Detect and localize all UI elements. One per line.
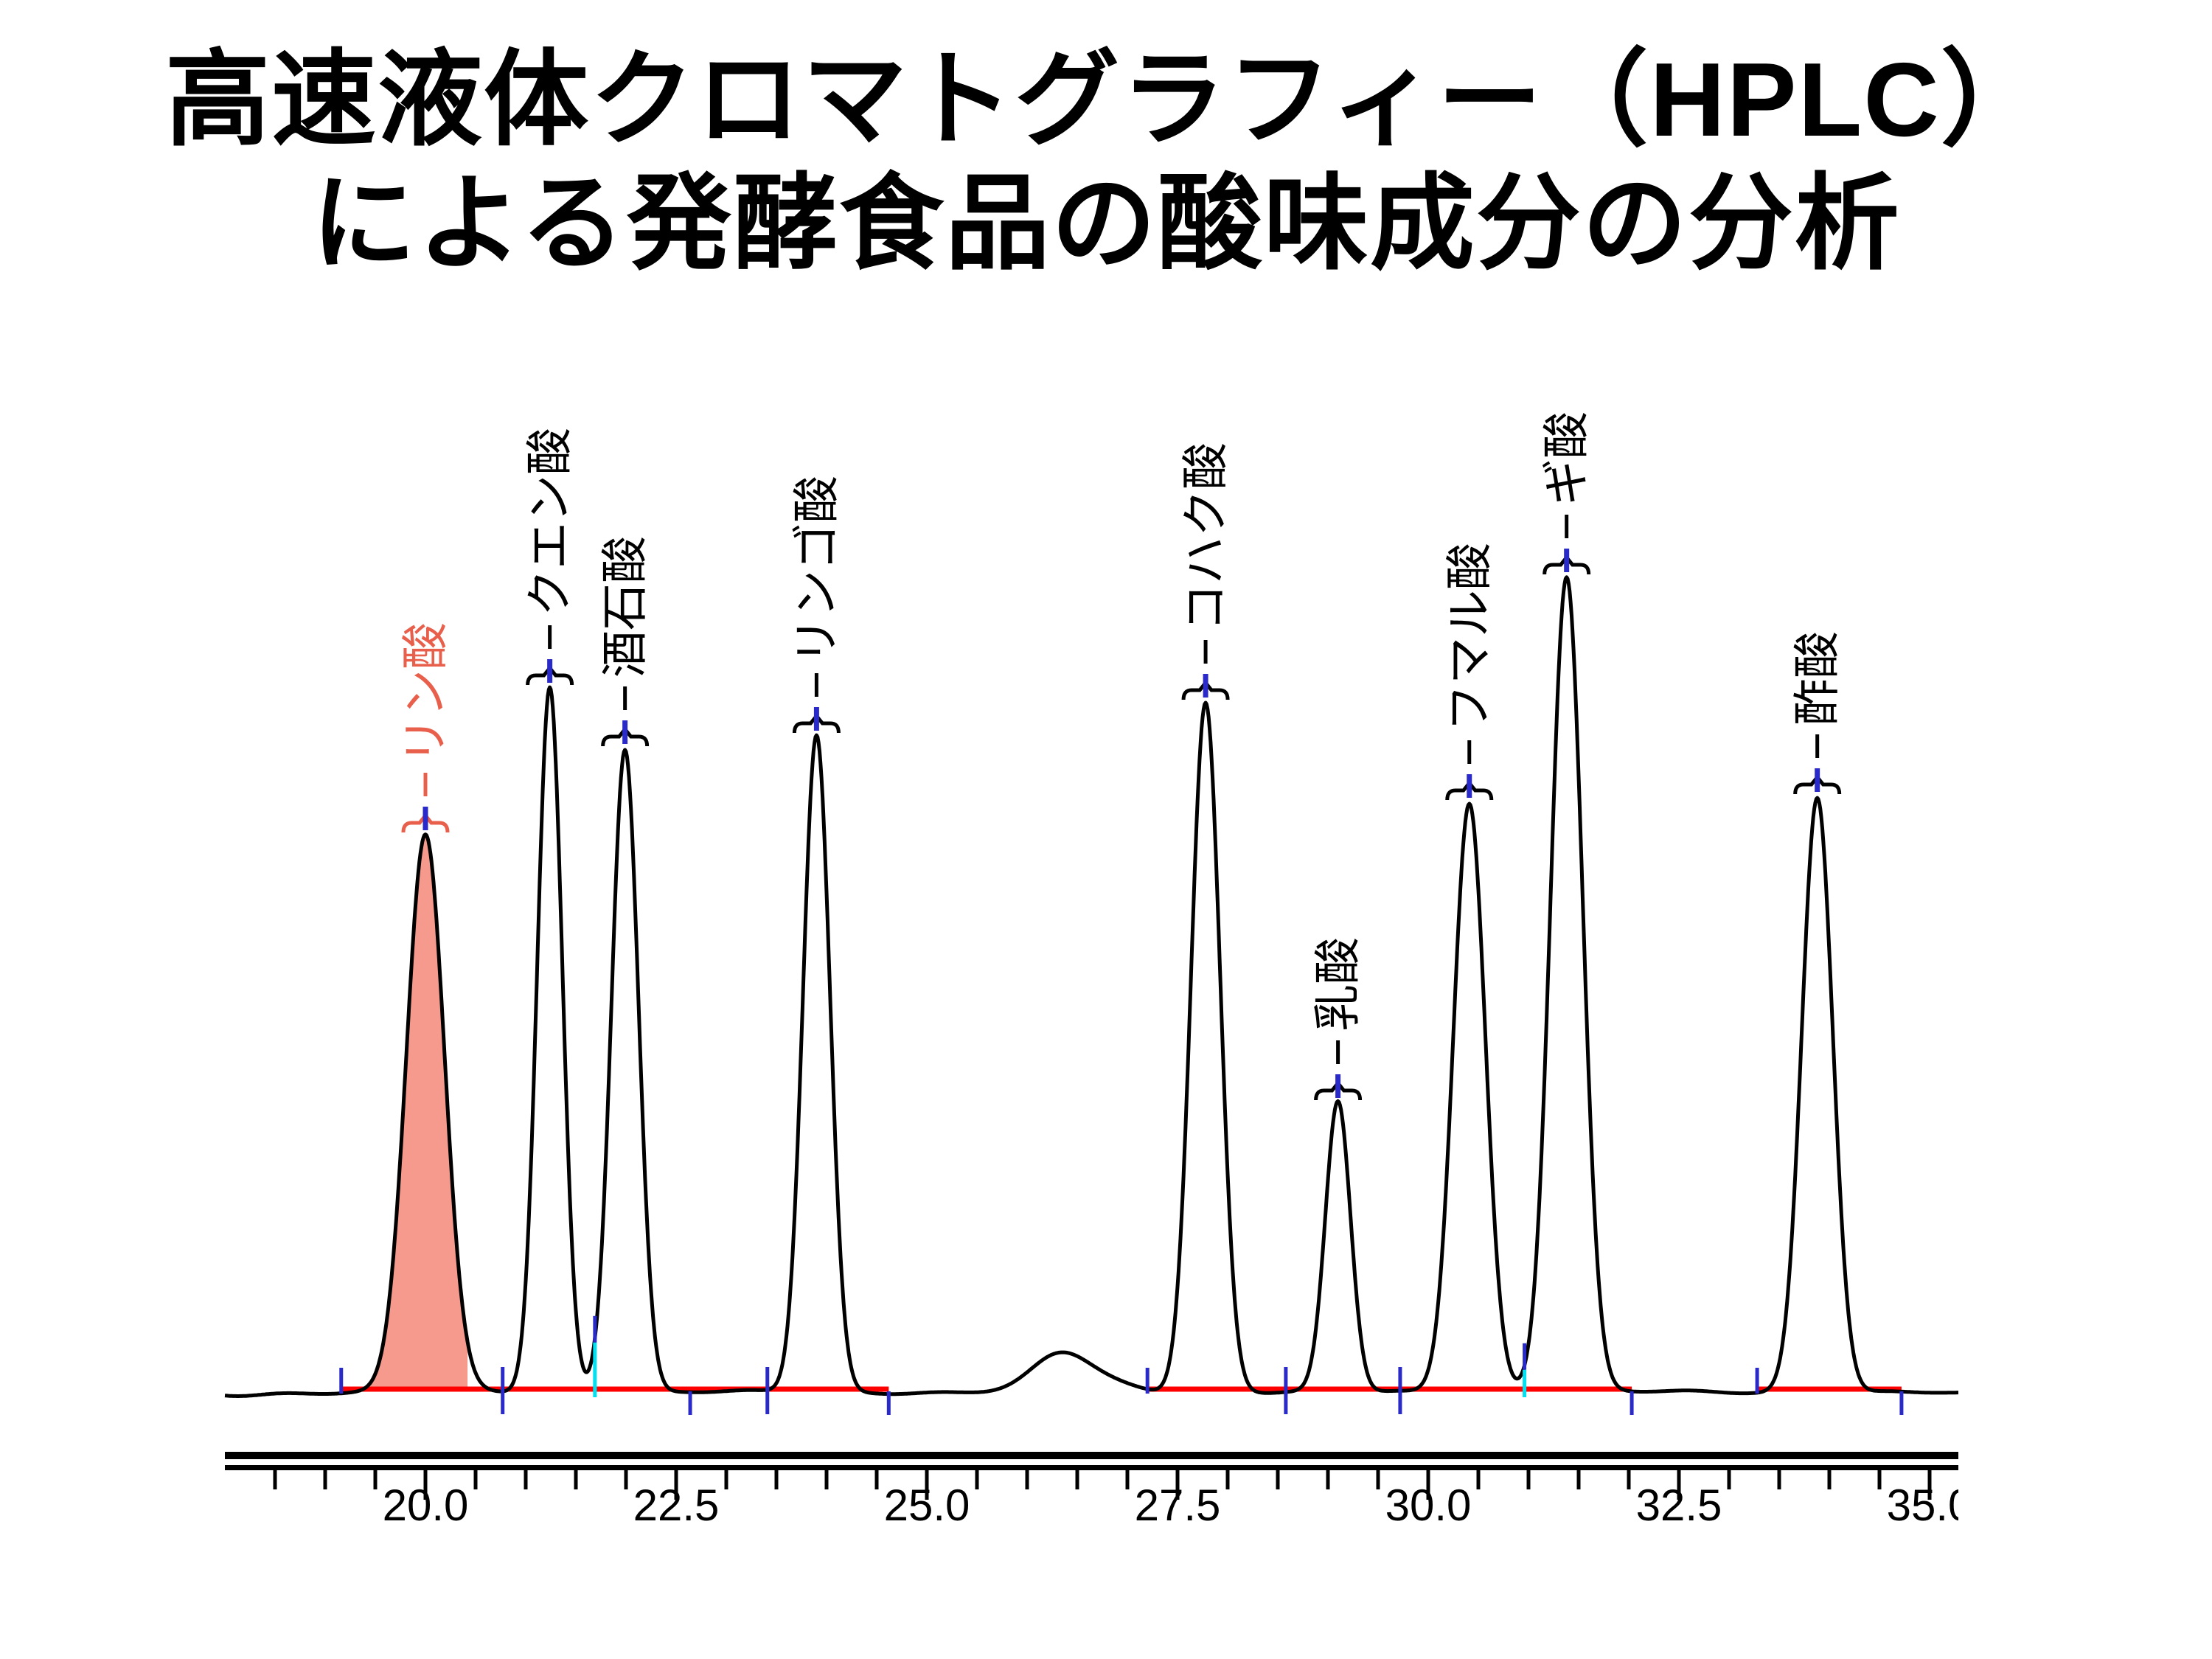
axis-tick-major	[925, 1470, 929, 1500]
axis-tick-minor	[624, 1470, 628, 1489]
peak-label-6: 乳酸	[1312, 937, 1365, 1032]
peak-label-8: ギ酸	[1540, 411, 1593, 506]
axis-tick-minor	[774, 1470, 779, 1489]
axis-tick-major	[1927, 1470, 1932, 1500]
axis-tick-minor	[824, 1470, 829, 1489]
axis-tick-major	[1677, 1470, 1681, 1500]
axis-tick-minor	[874, 1470, 879, 1489]
axis-tick-minor	[574, 1470, 578, 1489]
axis-tick-major	[674, 1470, 678, 1500]
axis-tick-minor	[473, 1470, 478, 1489]
axis-tick-label: 22.5	[633, 1481, 720, 1530]
axis-tick-minor	[1025, 1470, 1029, 1489]
axis-tick-minor	[1526, 1470, 1531, 1489]
axis-tick-minor	[1075, 1470, 1079, 1489]
axis-tick-major	[423, 1470, 428, 1500]
axis-tick-minor	[323, 1470, 327, 1489]
peak-label-3: 酒石酸	[599, 536, 652, 678]
axis-line-upper	[225, 1452, 1958, 1459]
title-line-1: 高速液体クロマトグラフィー（HPLC）	[165, 41, 2047, 159]
axis-tick-minor	[1326, 1470, 1330, 1489]
title-line-2: による発酵食品の酸味成分の分析	[311, 164, 1901, 282]
axis-line-lower	[225, 1465, 1958, 1470]
page-title: 高速液体クロマトグラフィー（HPLC） による発酵食品の酸味成分の分析	[0, 38, 2212, 285]
axis-tick-label: 27.5	[1135, 1481, 1221, 1530]
axis-tick-major	[1175, 1470, 1180, 1500]
peak-label-7: フマル酸	[1443, 543, 1496, 731]
peak-label-4: リンゴ酸	[790, 476, 843, 664]
axis-tick-minor	[373, 1470, 378, 1489]
peak-label-2: クエン酸	[524, 428, 577, 616]
axis-tick-minor	[273, 1470, 277, 1489]
axis-tick-label: 35.0	[1887, 1481, 1973, 1530]
x-axis: 20.0 22.5 25.0 27.5 30.0 32.5 35.0	[225, 1452, 1973, 1530]
axis-tick-minor	[1576, 1470, 1581, 1489]
axis-tick-minor	[1777, 1470, 1781, 1489]
axis-tick-label: 30.0	[1385, 1481, 1472, 1530]
axis-tick-major	[1426, 1470, 1430, 1500]
axis-tick-minor	[1225, 1470, 1230, 1489]
axis-tick-minor	[1376, 1470, 1380, 1489]
axis-tick-minor	[1276, 1470, 1280, 1489]
axis-tick-minor	[724, 1470, 728, 1489]
axis-tick-label: 32.5	[1636, 1481, 1722, 1530]
axis-tick-minor	[1476, 1470, 1481, 1489]
peak-label-9: 酢酸	[1791, 631, 1844, 726]
peak-label-1: リン酸	[399, 622, 452, 764]
axis-tick-minor	[1827, 1470, 1832, 1489]
axis-tick-minor	[1627, 1470, 1631, 1489]
peak-label-5: コハク酸	[1179, 442, 1232, 631]
axis-tick-minor	[1125, 1470, 1130, 1489]
axis-tick-label: 25.0	[884, 1481, 970, 1530]
chromatogram-curve	[223, 575, 1958, 1398]
axis-tick-minor	[975, 1470, 979, 1489]
axis-tick-label: 20.0	[383, 1481, 469, 1530]
axis-tick-minor	[1727, 1470, 1731, 1489]
axis-tick-minor	[524, 1470, 528, 1489]
axis-tick-minor	[1877, 1470, 1882, 1489]
